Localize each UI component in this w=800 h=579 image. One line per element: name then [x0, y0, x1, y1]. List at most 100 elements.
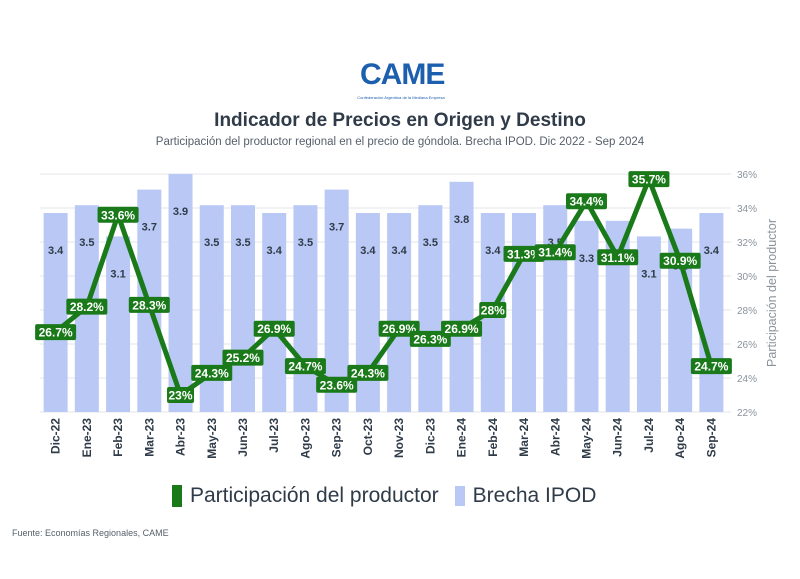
bar — [574, 220, 599, 412]
point-label: 28% — [481, 304, 505, 318]
y-tick-label: 28% — [737, 306, 757, 317]
y-tick-label: 34% — [737, 204, 757, 215]
chart-subtitle: Participación del productor regional en … — [155, 136, 645, 148]
x-tick-label: Sep-24 — [704, 418, 718, 458]
y-tick-label: 22% — [737, 408, 757, 419]
legend-item-line: Participación del productor — [172, 484, 439, 508]
bar-value-label: 3.1 — [110, 268, 125, 280]
x-tick-label: Feb-23 — [111, 418, 125, 457]
point-label: 26.7% — [39, 326, 73, 340]
point-label: 28.3% — [132, 298, 166, 312]
point-label-box — [316, 376, 358, 393]
point-label-box — [534, 244, 576, 261]
x-tick-label: Nov-23 — [392, 418, 406, 458]
x-tick-label: Mar-23 — [142, 418, 156, 457]
logo-text: CAME — [360, 58, 445, 91]
bar-value-label: 3.4 — [267, 245, 283, 257]
point-label: 31.3% — [507, 247, 541, 261]
point-label: 24.7% — [288, 360, 322, 374]
bar — [43, 213, 68, 412]
y-axis-label: Participación del productor — [765, 219, 779, 367]
x-tick-label: Dic-22 — [49, 418, 63, 454]
point-label: 30.9% — [663, 254, 697, 268]
x-tick-label: Jun-23 — [236, 418, 250, 457]
bar — [293, 205, 318, 412]
point-label-box — [659, 252, 701, 269]
came-logo: CAME Confederación Argentina de la Media… — [330, 58, 470, 108]
point-label-box — [191, 364, 233, 381]
bar — [449, 181, 474, 412]
bar-value-label: 3.1 — [641, 268, 656, 280]
x-tick-label: Ago-23 — [298, 418, 312, 459]
bar-value-label: 3.4 — [704, 245, 720, 257]
point-label-box — [690, 358, 732, 375]
point-label: 23.6% — [320, 378, 354, 392]
x-tick-label: Jun-24 — [611, 418, 625, 457]
bar-value-label: 3.7 — [329, 222, 344, 234]
x-tick-label: Abr-24 — [548, 418, 562, 456]
legend: Participación del productor Brecha IPOD — [172, 484, 612, 508]
x-tick-label: Jul-24 — [642, 418, 656, 453]
point-label-box — [97, 206, 139, 223]
x-tick-label: Oct-23 — [361, 418, 375, 456]
series-line — [53, 176, 714, 398]
legend-item-bar: Brecha IPOD — [454, 484, 597, 508]
bar-value-label: 3.9 — [173, 206, 188, 218]
point-label-box — [503, 245, 545, 262]
point-label-box — [347, 364, 389, 381]
bar — [324, 189, 349, 412]
legend-bar-swatch — [454, 486, 465, 506]
bar-value-label: 3.5 — [423, 237, 438, 249]
bar — [699, 213, 724, 412]
bar — [355, 213, 380, 412]
point-label: 31.4% — [538, 246, 572, 260]
x-tick-label: Ene-24 — [455, 418, 469, 458]
bar-value-label: 3.5 — [235, 237, 250, 249]
bar-value-label: 3.5 — [298, 237, 313, 249]
point-label-box — [409, 330, 451, 347]
point-label: 33.6% — [101, 208, 135, 222]
point-label-box — [66, 298, 108, 315]
point-label: 24.7% — [694, 360, 728, 374]
point-label-box — [167, 387, 195, 403]
bar-value-label: 3.7 — [142, 222, 157, 234]
legend-bar-label: Brecha IPOD — [472, 484, 597, 507]
x-tick-label: Sep-23 — [330, 418, 344, 458]
legend-line-swatch — [172, 485, 182, 507]
legend-line-label: Participación del productor — [190, 484, 439, 507]
chart-title: Indicador de Precios en Origen y Destino — [214, 110, 586, 131]
x-tick-label: May-23 — [205, 418, 219, 459]
x-tick-label: Mar-24 — [517, 418, 531, 457]
point-label: 26.9% — [445, 322, 479, 336]
x-tick-label: May-24 — [579, 418, 593, 459]
bar-value-label: 3.8 — [454, 214, 469, 226]
bar — [387, 213, 412, 412]
y-tick-label: 26% — [737, 340, 757, 351]
point-label: 24.3% — [195, 366, 229, 380]
point-label: 31.1% — [601, 251, 635, 265]
point-label-box — [35, 324, 77, 341]
point-label: 34.4% — [569, 195, 603, 209]
point-label-box — [378, 320, 420, 337]
point-label: 26.9% — [382, 322, 416, 336]
bar-value-label: 3.3 — [579, 253, 594, 265]
bar — [636, 236, 661, 412]
point-label: 23% — [169, 389, 193, 403]
point-label-box — [128, 296, 170, 313]
x-tick-label: Feb-24 — [486, 418, 500, 457]
y-tick-label: 24% — [737, 374, 757, 385]
x-tick-label: Ago-24 — [673, 418, 687, 459]
point-label-box — [441, 320, 483, 337]
bar-value-label: 3.4 — [485, 245, 501, 257]
bar-value-label: 3.4 — [391, 245, 407, 257]
combo-chart: 22% 24% 26% 28% 30% 32% 34% 36% Participación de… — [35, 170, 779, 459]
bar — [106, 236, 131, 412]
point-label: 26.3% — [413, 332, 447, 346]
point-label: 26.9% — [257, 322, 291, 336]
point-label-box — [597, 249, 639, 266]
point-label-box — [479, 302, 507, 318]
logo-subtext: Confederación Argentina de la Mediana Em… — [357, 95, 445, 100]
point-label-box — [284, 358, 326, 375]
x-tick-label: Ene-23 — [80, 418, 94, 458]
x-tick-label: Dic-23 — [423, 418, 437, 454]
